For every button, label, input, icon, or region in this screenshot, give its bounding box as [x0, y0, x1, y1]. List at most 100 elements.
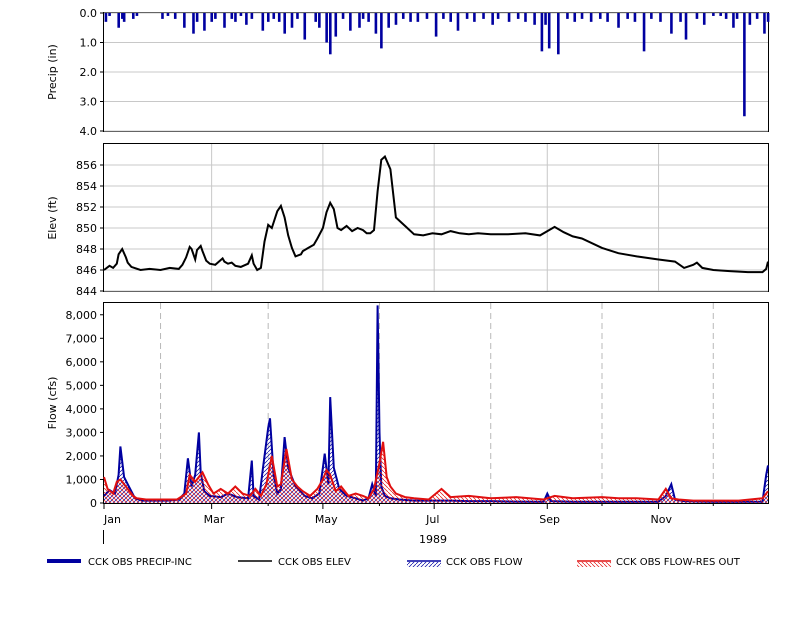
res-out-series-line — [103, 441, 769, 502]
precip-bar — [223, 13, 226, 28]
precip-bar — [416, 13, 420, 22]
precip-bar — [210, 13, 214, 22]
precip-bar — [724, 13, 728, 19]
precip-bar — [735, 13, 739, 19]
flow-y-tick-label: 7,000 — [66, 332, 98, 345]
flow-y-tick-label: 8,000 — [66, 309, 98, 322]
precip-bar — [491, 13, 494, 25]
precip-bar — [401, 13, 405, 19]
precip-y-tick-label: 4.0 — [80, 125, 98, 138]
precip-bar — [387, 13, 390, 28]
legend: CCK OBS PRECIP-INC CCK OBS ELEV CCK OBS … — [47, 557, 741, 568]
flow-y-tick-label: 3,000 — [66, 426, 98, 439]
precip-bar — [642, 13, 646, 52]
precip-bar — [374, 13, 378, 34]
legend-hatch-res-out — [577, 562, 611, 567]
precip-bar — [589, 13, 593, 22]
precip-plot — [104, 12, 770, 132]
axes: 0.0 1.0 2.0 3.0 4.0 844 846 848 850 852 854 856 0 1,0… — [66, 7, 714, 526]
precip-bar — [766, 13, 770, 22]
elev-line — [103, 154, 769, 274]
precip-bar — [108, 13, 111, 16]
precip-bar — [598, 13, 602, 19]
elev-y-tick-label: 854 — [76, 180, 97, 193]
precip-bar — [122, 13, 126, 22]
precip-bar — [544, 13, 547, 25]
precip-bar — [524, 13, 527, 22]
precip-bar — [573, 13, 577, 22]
precip-bar — [409, 13, 412, 22]
precip-bar — [296, 13, 299, 19]
legend-item-res-out: CCK OBS FLOW-RES OUT — [577, 557, 741, 568]
precip-bar — [341, 13, 345, 19]
precip-bar — [425, 13, 429, 19]
precip-bar — [557, 13, 560, 55]
elev-y-tick-label: 844 — [76, 285, 97, 298]
precip-bar — [349, 13, 352, 31]
flow-y-tick-label: 4,000 — [66, 403, 98, 416]
precip-bar — [670, 13, 673, 34]
precip-bar — [314, 13, 318, 22]
precip-bar — [183, 13, 186, 28]
flow-series-area — [104, 305, 768, 503]
precip-bar — [380, 13, 383, 49]
precip-y-tick-label: 2.0 — [80, 66, 98, 79]
precip-bar — [473, 13, 476, 22]
precip-bar — [702, 13, 706, 25]
precip-bar — [712, 13, 715, 16]
precip-bar — [732, 13, 735, 28]
legend-label-res-out: CCK OBS FLOW-RES OUT — [616, 557, 741, 568]
precip-bar — [192, 13, 195, 34]
legend-item-flow: CCK OBS FLOW — [407, 557, 523, 568]
precip-bar — [325, 13, 328, 43]
elev-y-tick-label: 850 — [76, 222, 97, 235]
precip-bar — [434, 13, 438, 37]
res-out-series-area — [104, 441, 768, 503]
x-tick-label: Jan — [103, 513, 121, 526]
precip-bar — [547, 13, 551, 49]
precip-bar — [516, 13, 520, 19]
legend-item-precip: CCK OBS PRECIP-INC — [47, 557, 192, 568]
legend-label-elev: CCK OBS ELEV — [278, 557, 351, 568]
precip-bar — [214, 13, 217, 19]
flow-y-tick-label: 0 — [90, 497, 97, 510]
precip-bar — [203, 13, 206, 31]
elev-y-tick-label: 856 — [76, 159, 97, 172]
precip-bar — [465, 13, 469, 19]
precip-bar — [166, 13, 170, 16]
precip-bar — [117, 13, 120, 28]
precip-bar — [659, 13, 662, 22]
precip-bar — [743, 13, 746, 117]
precip-bar — [290, 13, 294, 28]
precip-bar — [533, 13, 536, 25]
x-axis-year-label: 1989 — [419, 533, 447, 546]
precip-y-tick-label: 3.0 — [80, 96, 98, 109]
precip-bar — [358, 13, 361, 28]
precip-bar — [719, 13, 722, 16]
x-tick-label: Jul — [425, 513, 439, 526]
precip-bar — [272, 13, 276, 19]
precip-bar — [121, 13, 124, 19]
precip-y-axis-label: Precip (in) — [46, 44, 59, 100]
precip-bar — [626, 13, 629, 19]
precip-bar — [318, 13, 321, 28]
flow-plot — [103, 303, 769, 503]
precip-bar — [131, 13, 135, 19]
flow-y-tick-label: 5,000 — [66, 379, 98, 392]
elev-plot — [103, 144, 769, 292]
precip-bar — [650, 13, 653, 19]
precip-bar — [161, 13, 164, 19]
elev-y-axis-label: Elev (ft) — [46, 196, 59, 239]
precip-bar — [679, 13, 682, 22]
legend-hatch-flow — [407, 562, 441, 567]
precip-bar — [507, 13, 511, 22]
precip-bar — [173, 13, 177, 19]
precip-bar — [361, 13, 365, 19]
legend-label-flow: CCK OBS FLOW — [446, 557, 523, 568]
elev-y-tick-label: 846 — [76, 264, 97, 277]
flow-panel-frame — [103, 302, 769, 504]
precip-bar — [135, 13, 139, 16]
precip-bar — [277, 13, 281, 22]
precip-bar — [496, 13, 500, 19]
